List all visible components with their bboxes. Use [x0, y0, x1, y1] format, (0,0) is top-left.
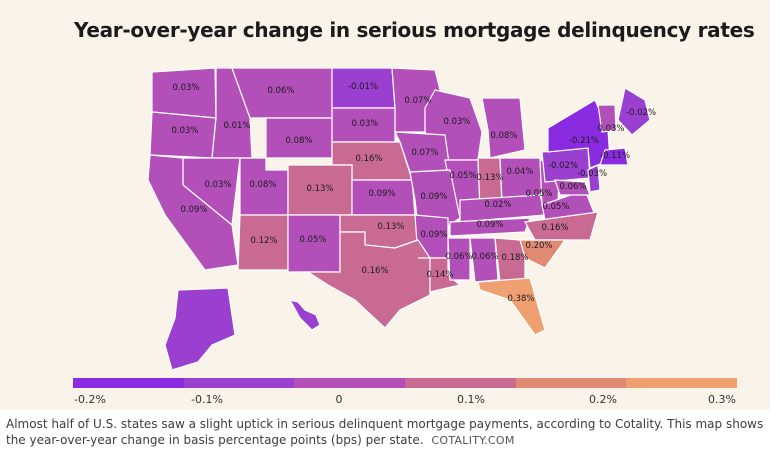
state-fl[interactable]: [477, 277, 546, 336]
state-value-ia: 0.07%: [411, 148, 438, 158]
state-value-tn: 0.09%: [476, 220, 503, 230]
legend-tick-label: -0.2%: [74, 393, 106, 406]
state-value-ne: 0.16%: [355, 154, 382, 164]
state-value-vt: 0.03%: [597, 124, 624, 134]
state-md[interactable]: [554, 179, 591, 196]
state-value-ks: 0.09%: [368, 189, 395, 199]
source-credit: COTALITY.COM: [431, 434, 515, 447]
state-value-az: 0.12%: [250, 236, 277, 246]
legend-swatch: [183, 378, 295, 388]
state-nc[interactable]: [524, 211, 599, 241]
state-me[interactable]: [617, 87, 651, 136]
state-value-ga: 0.18%: [501, 253, 528, 263]
state-value-sd: 0.03%: [351, 119, 378, 129]
state-vt[interactable]: [597, 104, 617, 133]
state-value-wy: 0.08%: [285, 136, 312, 146]
legend-swatch: [294, 378, 405, 388]
state-value-il: 0.05%: [449, 171, 476, 181]
state-value-nd: -0.01%: [348, 82, 378, 92]
state-value-ar: 0.09%: [420, 230, 447, 240]
state-value-oh: 0.04%: [506, 167, 533, 177]
state-value-wa: 0.03%: [172, 83, 199, 93]
state-value-fl: 0.38%: [507, 294, 534, 304]
state-value-ky: 0.02%: [484, 200, 511, 210]
legend-swatch: [405, 378, 516, 388]
caption: Almost half of U.S. states saw a slight …: [6, 416, 774, 449]
map-title: Year-over-year change in serious mortgag…: [74, 18, 755, 42]
state-value-sc: 0.20%: [525, 241, 552, 251]
state-value-wi: 0.03%: [443, 117, 470, 127]
state-value-ct: -0.11%: [600, 151, 630, 161]
state-ga[interactable]: [494, 237, 526, 283]
state-value-va: 0.05%: [542, 202, 569, 212]
caption-text: Almost half of U.S. states saw a slight …: [6, 417, 764, 447]
state-value-ok: 0.13%: [377, 222, 404, 232]
state-value-nv: 0.03%: [204, 180, 231, 190]
state-value-al: 0.06%: [471, 252, 498, 262]
state-value-nm: 0.05%: [299, 235, 326, 245]
state-value-pa: -0.02%: [548, 161, 578, 171]
legend-tick-label: -0.1%: [191, 393, 223, 406]
state-value-me: -0.02%: [626, 108, 656, 118]
state-value-mt: 0.06%: [267, 86, 294, 96]
state-value-tx: 0.16%: [361, 266, 388, 276]
state-hi[interactable]: [288, 299, 321, 331]
us-choropleth-map: 0.03% 0.03% 0.01% 0.06% -0.01% 0.07% 0.03% 0.08…: [147, 67, 656, 371]
state-ak[interactable]: [164, 287, 236, 371]
state-nj[interactable]: [587, 164, 601, 193]
legend-tick-label: 0: [335, 393, 343, 406]
state-tn[interactable]: [449, 217, 531, 237]
state-value-mn: 0.07%: [404, 96, 431, 106]
legend-tick-label: 0.2%: [589, 393, 617, 406]
state-value-ny: -0.21%: [569, 136, 599, 146]
legend-tick-label: 0.1%: [457, 393, 485, 406]
color-legend: [73, 378, 737, 388]
state-la[interactable]: [418, 257, 462, 293]
state-tx[interactable]: [305, 231, 431, 329]
state-value-wv: 0.05%: [525, 189, 552, 199]
state-value-nj: -0.03%: [577, 169, 607, 179]
state-value-mi: 0.08%: [490, 131, 517, 141]
state-value-nc: 0.16%: [541, 223, 568, 233]
state-value-id: 0.01%: [223, 121, 250, 131]
legend-swatch: [626, 378, 737, 388]
legend-swatch: [515, 378, 627, 388]
state-value-mo: 0.09%: [420, 192, 447, 202]
state-value-ms: 0.06%: [445, 252, 472, 262]
state-value-md: 0.06%: [559, 182, 586, 192]
state-ms[interactable]: [447, 237, 471, 281]
state-value-ca: 0.09%: [180, 205, 207, 215]
legend-swatch: [73, 378, 184, 388]
state-value-co: 0.13%: [306, 184, 333, 194]
state-value-in: 0.13%: [476, 173, 503, 183]
state-ct[interactable]: [599, 147, 629, 166]
state-value-ut: 0.08%: [249, 180, 276, 190]
state-value-or: 0.03%: [171, 126, 198, 136]
state-value-la: 0.14%: [426, 270, 453, 280]
legend-tick-label: 0.3%: [708, 393, 736, 406]
state-wa[interactable]: [151, 67, 217, 119]
state-mi[interactable]: [481, 97, 526, 159]
